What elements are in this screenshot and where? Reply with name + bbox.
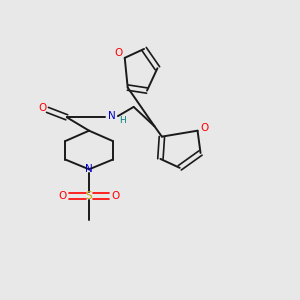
Text: O: O <box>201 123 209 133</box>
Text: S: S <box>86 191 92 201</box>
Text: O: O <box>58 191 66 201</box>
Text: N: N <box>108 111 116 121</box>
Text: H: H <box>119 116 125 125</box>
Text: N: N <box>85 164 93 174</box>
Text: O: O <box>112 191 120 201</box>
Text: O: O <box>115 48 123 59</box>
Text: O: O <box>38 103 46 113</box>
